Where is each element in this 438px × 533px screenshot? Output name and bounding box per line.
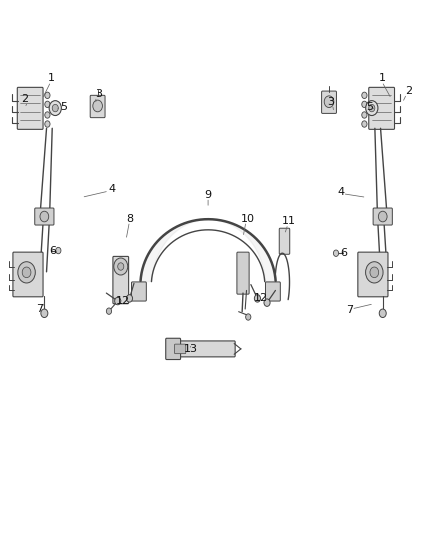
FancyBboxPatch shape xyxy=(168,341,235,357)
Text: 11: 11 xyxy=(282,216,296,227)
Circle shape xyxy=(52,104,58,112)
Circle shape xyxy=(362,121,367,127)
Text: 5: 5 xyxy=(366,102,373,112)
Text: 7: 7 xyxy=(36,304,43,314)
FancyBboxPatch shape xyxy=(373,208,392,225)
Circle shape xyxy=(324,96,334,108)
FancyBboxPatch shape xyxy=(358,252,388,297)
Text: 13: 13 xyxy=(184,344,198,354)
Circle shape xyxy=(45,112,50,118)
FancyBboxPatch shape xyxy=(113,256,129,304)
FancyBboxPatch shape xyxy=(13,252,43,297)
FancyBboxPatch shape xyxy=(17,87,43,130)
Circle shape xyxy=(41,309,48,318)
Circle shape xyxy=(118,263,124,270)
Circle shape xyxy=(362,92,367,99)
Circle shape xyxy=(45,101,50,108)
Circle shape xyxy=(127,295,133,302)
Text: 2: 2 xyxy=(21,94,28,104)
Text: 1: 1 xyxy=(47,73,54,83)
Circle shape xyxy=(378,211,387,222)
Text: 6: 6 xyxy=(340,248,347,258)
Circle shape xyxy=(366,262,383,283)
Circle shape xyxy=(45,121,50,127)
Text: 6: 6 xyxy=(49,246,57,255)
FancyBboxPatch shape xyxy=(369,87,395,130)
Text: 1: 1 xyxy=(379,73,386,83)
FancyBboxPatch shape xyxy=(131,282,146,301)
Circle shape xyxy=(254,295,261,302)
Circle shape xyxy=(362,112,367,118)
FancyBboxPatch shape xyxy=(265,282,280,301)
FancyBboxPatch shape xyxy=(90,95,105,118)
FancyBboxPatch shape xyxy=(279,228,290,254)
Text: 4: 4 xyxy=(338,187,345,197)
Text: 4: 4 xyxy=(109,184,116,195)
Text: 10: 10 xyxy=(240,214,254,224)
FancyBboxPatch shape xyxy=(321,91,336,114)
FancyBboxPatch shape xyxy=(237,252,249,294)
FancyBboxPatch shape xyxy=(174,344,186,354)
Text: 8: 8 xyxy=(126,214,133,224)
Circle shape xyxy=(18,262,35,283)
Circle shape xyxy=(369,104,375,112)
Circle shape xyxy=(114,258,128,275)
Circle shape xyxy=(45,92,50,99)
Circle shape xyxy=(56,247,61,254)
Text: 3: 3 xyxy=(327,96,334,107)
FancyBboxPatch shape xyxy=(35,208,54,225)
Text: 7: 7 xyxy=(346,305,353,315)
Circle shape xyxy=(106,308,112,314)
FancyBboxPatch shape xyxy=(166,338,180,360)
Text: 9: 9 xyxy=(205,190,212,200)
Circle shape xyxy=(115,297,121,305)
Circle shape xyxy=(264,299,270,306)
Circle shape xyxy=(366,101,378,116)
Circle shape xyxy=(333,250,339,256)
Circle shape xyxy=(362,101,367,108)
Text: 5: 5 xyxy=(60,102,67,112)
Text: 12: 12 xyxy=(116,296,130,306)
Text: 12: 12 xyxy=(254,293,268,303)
Text: 3: 3 xyxy=(95,88,102,99)
Circle shape xyxy=(22,267,31,278)
Circle shape xyxy=(40,211,49,222)
Circle shape xyxy=(246,314,251,320)
Circle shape xyxy=(93,100,102,112)
Circle shape xyxy=(370,267,379,278)
Text: 2: 2 xyxy=(405,86,413,96)
Circle shape xyxy=(379,309,386,318)
Circle shape xyxy=(49,101,61,116)
